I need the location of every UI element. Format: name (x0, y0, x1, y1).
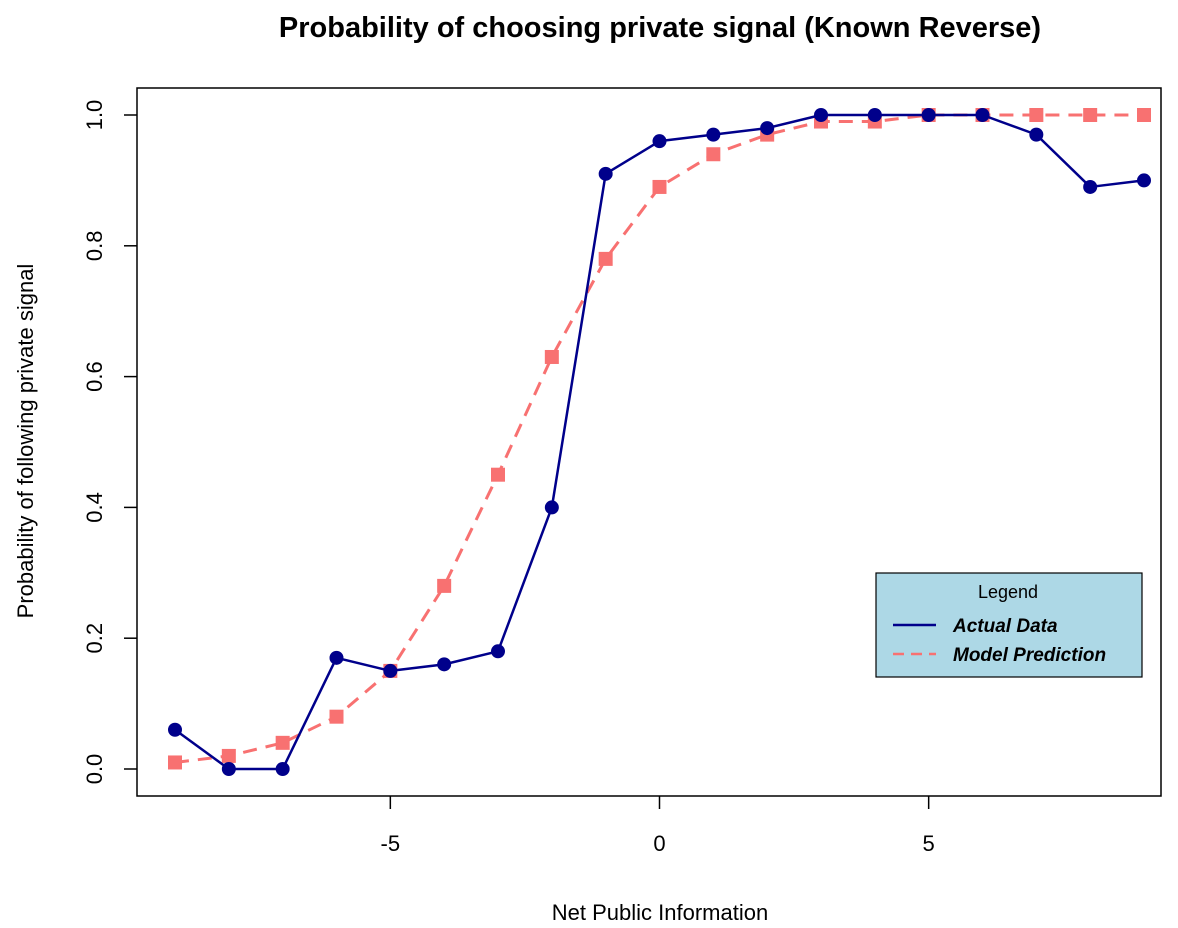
x-tick-label: -5 (381, 831, 401, 856)
data-point-model-prediction (329, 709, 344, 724)
data-point-model-prediction (652, 179, 667, 194)
series-actual-data (168, 108, 1151, 776)
data-point-model-prediction (598, 251, 613, 266)
data-point-actual-data (706, 127, 721, 142)
data-point-model-prediction (706, 147, 721, 162)
x-axis-label: Net Public Information (552, 900, 768, 925)
x-tick-label: 0 (653, 831, 665, 856)
data-point-actual-data (867, 108, 882, 122)
data-point-actual-data (329, 650, 344, 665)
data-point-actual-data (598, 166, 613, 181)
y-tick-label: 0.4 (82, 492, 107, 523)
plot-frame (136, 87, 1162, 797)
data-point-actual-data (437, 657, 452, 672)
chart-title: Probability of choosing private signal (… (279, 12, 1041, 44)
data-point-model-prediction (1083, 108, 1098, 122)
data-point-actual-data (760, 121, 775, 136)
data-point-model-prediction (168, 755, 182, 770)
y-tick-label: 0.6 (82, 361, 107, 392)
data-point-actual-data (1029, 127, 1044, 142)
y-tick-label: 0.0 (82, 754, 107, 785)
data-point-actual-data (975, 108, 990, 122)
legend-label-actual-data: Actual Data (952, 616, 1058, 637)
data-point-actual-data (544, 500, 559, 515)
y-axis-label: Probability of following private signal (13, 264, 38, 619)
legend: Legend Actual Data Model Prediction (875, 572, 1143, 678)
legend-title: Legend (978, 582, 1038, 602)
data-point-model-prediction (275, 735, 290, 750)
data-point-model-prediction (491, 467, 505, 482)
data-point-actual-data (383, 663, 398, 678)
data-point-actual-data (814, 108, 828, 122)
data-point-actual-data (1137, 173, 1151, 188)
y-axis: 0.0 0.2 0.4 0.6 0.8 1.0 (82, 100, 137, 785)
x-axis: -5 0 5 (381, 796, 935, 856)
y-tick-label: 0.2 (82, 623, 107, 654)
data-point-model-prediction (437, 578, 452, 593)
legend-label-model-prediction: Model Prediction (953, 645, 1106, 666)
data-point-model-prediction (1029, 108, 1044, 122)
data-point-actual-data (221, 762, 236, 776)
series-layer (168, 108, 1151, 776)
data-point-actual-data (491, 644, 505, 659)
y-tick-label: 1.0 (82, 100, 107, 131)
x-tick-label: 5 (923, 831, 935, 856)
data-point-actual-data (275, 762, 290, 776)
data-point-actual-data (1083, 179, 1098, 194)
data-point-model-prediction (221, 748, 236, 763)
data-point-model-prediction (1137, 108, 1151, 122)
data-point-actual-data (652, 134, 667, 149)
data-point-actual-data (168, 722, 182, 737)
y-tick-label: 0.8 (82, 231, 107, 262)
data-point-model-prediction (544, 349, 559, 364)
data-point-actual-data (921, 108, 936, 122)
